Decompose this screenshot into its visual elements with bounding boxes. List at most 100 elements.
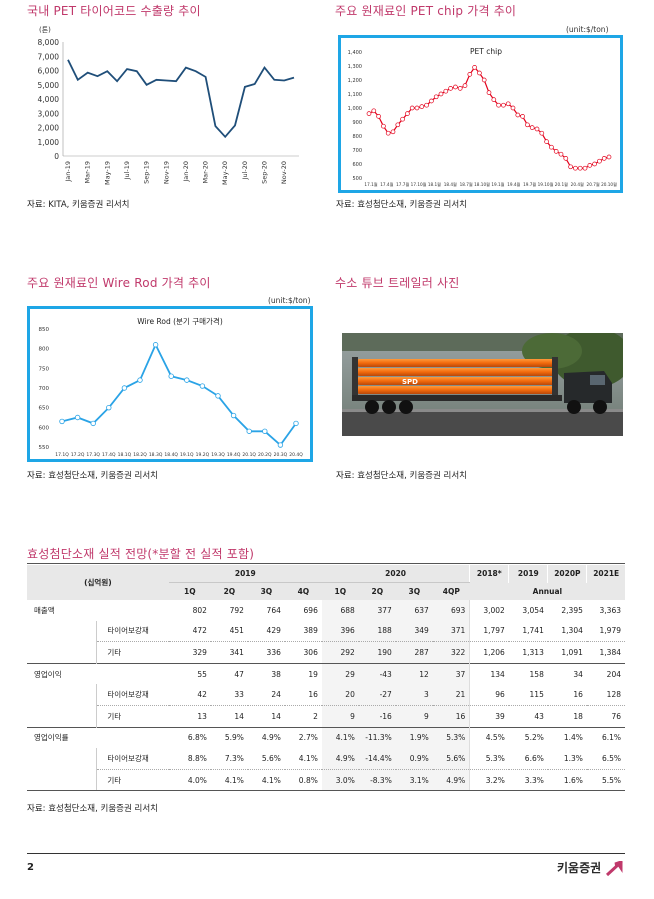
chart3-xtick-label: 18.4Q — [164, 452, 178, 458]
chart2-ytick-label: 700 — [352, 148, 362, 154]
chart2-point — [486, 90, 492, 95]
chart2-xtick-label: 17.10월 — [411, 181, 427, 188]
chart2-point — [558, 151, 564, 157]
chart2-point — [381, 123, 386, 129]
chart1-xtick-label: Jan-20 — [182, 161, 190, 183]
chart3-inner-title: Wire Rod (분기 구매가격) — [137, 316, 223, 326]
chart3-point — [230, 412, 237, 419]
chart2-point — [467, 72, 473, 77]
table-row: 매출액 802 792 764 696 688 377 637 693 3,002 3,054 2,3… — [27, 600, 625, 621]
chart1-xtick-label: Sep-19 — [143, 161, 151, 184]
photo-source: 자료: 효성첨단소재, 키움증권 리서치 — [336, 471, 467, 481]
chart3-xtick-label: 17.2Q — [71, 452, 85, 458]
chart2-point — [573, 165, 578, 171]
chart1-ytick-label: 4,000 — [38, 95, 60, 104]
chart2-ytick-label: 1,200 — [348, 78, 362, 84]
chart2-unit: (unit:$/ton) — [566, 25, 609, 34]
hydrogen-tube-trailer-photo: SPD — [342, 333, 623, 436]
chart1-ytick-label: 5,000 — [38, 81, 60, 90]
chart2-point — [424, 102, 429, 108]
chart2-point — [390, 129, 396, 135]
chart2-point — [491, 97, 497, 102]
chart2-source: 자료: 효성첨단소재, 키움증권 리서치 — [336, 200, 467, 210]
chart1-ytick-label: 2,000 — [38, 124, 60, 133]
chart2-xtick-label: 19.1월 — [491, 181, 504, 188]
chart2-point — [520, 114, 525, 119]
table-header-years: (십억원) 2019 2020 2018* 2019 2020P 2021E — [27, 565, 625, 600]
chart2-ytick-label: 800 — [352, 134, 362, 140]
chart2-point — [376, 114, 381, 119]
chart3-ytick-label: 550 — [39, 445, 50, 451]
table-unit-label: (십억원) — [27, 565, 169, 600]
table-source: 자료: 효성첨단소재, 키움증권 리서치 — [27, 804, 158, 814]
chart2-point — [606, 154, 612, 160]
chart2-point — [549, 144, 554, 150]
chart3-xtick-label: 17.4Q — [102, 452, 116, 458]
chart3-point — [74, 414, 81, 421]
footer-rule — [27, 853, 625, 854]
chart1-unit: (톤) — [39, 26, 51, 34]
chart3-unit: (unit:$/ton) — [268, 296, 311, 305]
chart2-point — [601, 156, 607, 161]
chart3-xtick-label: 17.3Q — [86, 452, 100, 458]
chart2-point — [568, 164, 573, 170]
chart3-ytick-label: 600 — [39, 425, 50, 431]
chart2-point — [510, 105, 516, 111]
chart2-point — [395, 122, 401, 128]
chart1-xtick-label: Jan-19 — [64, 161, 72, 183]
chart2-point — [472, 65, 477, 70]
chart3-point — [59, 418, 65, 425]
chart2-point — [582, 165, 588, 171]
chart1-xtick-label: May-20 — [221, 161, 229, 185]
chart2-point — [414, 105, 420, 111]
chart3-svg: Wire Rod (분기 구매가격) 550 600 650 700 750 800 850 1… — [39, 316, 304, 458]
chart2-point — [481, 77, 487, 83]
chart2-point — [505, 101, 511, 107]
chart2-ytick-label: 600 — [352, 162, 362, 168]
chart1-series-line — [67, 59, 295, 139]
table-row: 타이어보강재 472 451 429 389 396 188 349 371 1,797 1,741… — [27, 620, 625, 643]
chart2-point — [433, 94, 439, 100]
chart1-svg: (톤) 0 1,000 2,000 3,000 4,000 5,000 6,000 7,000… — [38, 26, 299, 185]
chart3-frame: Wire Rod (분기 구매가격) 550 600 650 700 750 800 850 1… — [27, 306, 313, 462]
chart2-series-line — [368, 66, 610, 169]
chart2-xtick-label: 20.1월 — [555, 181, 568, 188]
chart2-point — [409, 105, 415, 111]
chart3-point — [90, 420, 96, 427]
chart2-xtick-label: 19.4월 — [507, 181, 520, 188]
chart1-xtick-label: Mar-19 — [84, 161, 92, 183]
chart2-xtick-label: 17.7월 — [396, 181, 409, 188]
chart2-xtick-label: 17.1월 — [364, 181, 377, 188]
chart3-point — [293, 420, 299, 427]
chart1-ytick-label: 8,000 — [38, 38, 60, 47]
chart2-ytick-label: 1,300 — [348, 64, 362, 70]
chart2-point — [577, 165, 583, 171]
chart3-point — [152, 342, 159, 348]
table-row: 기타 4.0% 4.1% 4.1% 0.8% 3.0% -8.3% 3.1% 4.9% 3.2% 3… — [27, 769, 625, 792]
chart2-point — [515, 112, 521, 118]
chart3-source: 자료: 효성첨단소재, 키움증권 리서치 — [27, 471, 158, 481]
chart2-xtick-label: 18.4월 — [444, 181, 457, 188]
table-row: 기타 329 341 336 306 292 190 287 322 1,206 1,313 1,09… — [27, 641, 625, 664]
chart2-point — [453, 84, 458, 90]
chart2-xtick-label: 20.4월 — [571, 181, 584, 188]
table-row: 기타 13 14 14 2 9 -16 9 16 39 43 18 76 — [27, 705, 625, 728]
table-title: 효성첨단소재 실적 전망(*분할 전 실적 포함) — [27, 547, 255, 561]
chart2-point — [501, 102, 506, 108]
chart2-xtick-label: 20.10월 — [601, 181, 617, 188]
chart2-xtick-label: 20.7월 — [587, 181, 600, 188]
chart2-xtick-label: 19.7월 — [523, 181, 536, 188]
chart2-point — [419, 104, 425, 109]
chart2-point — [587, 163, 593, 168]
table-row: 타이어보강재 8.8% 7.3% 5.6% 4.1% 4.9% -14.4% 0.9% 5.6%… — [27, 748, 625, 770]
chart2-inner-title: PET chip — [470, 47, 502, 56]
table-row: 타이어보강재 42 33 24 16 20 -27 3 21 96 115 16 128 — [27, 684, 625, 706]
chart3-xtick-label: 20.1Q — [242, 452, 256, 458]
chart2-point — [563, 156, 569, 161]
chart2-ytick-label: 1,400 — [348, 50, 362, 56]
chart1-xtick-label: Mar-20 — [202, 161, 210, 183]
photo-title: 수소 튜브 트레일러 사진 — [335, 276, 460, 290]
chart2-xtick-label: 18.1월 — [428, 181, 441, 188]
chart3-ytick-label: 700 — [39, 386, 50, 392]
table-header-quarters: 1Q 2Q 3Q 4Q 1Q 2Q 3Q 4QP Annual — [27, 582, 625, 600]
